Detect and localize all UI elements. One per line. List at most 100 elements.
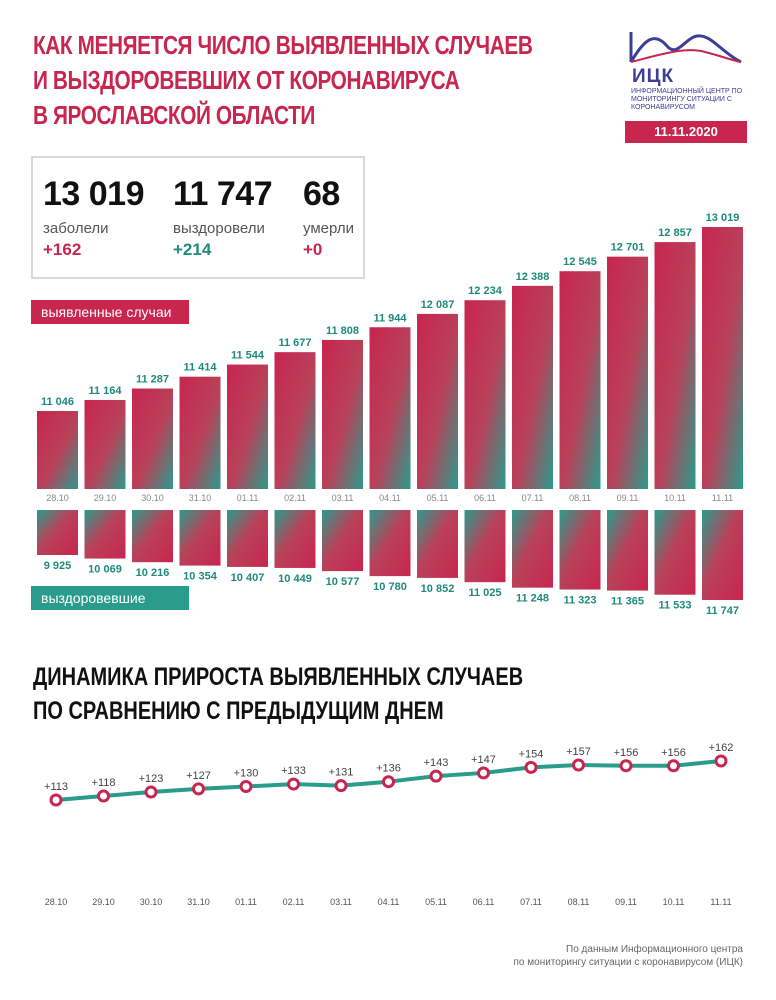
bar-date-label: 30.10 <box>141 493 164 503</box>
line-point <box>144 785 158 799</box>
bar-date-label: 03.11 <box>332 493 354 503</box>
line-point-label: +131 <box>329 767 354 779</box>
bar-cases-04.11 <box>369 327 411 489</box>
stat-recovered-label: выздоровели <box>173 220 265 237</box>
line-date-label: 02.11 <box>283 897 305 907</box>
stat-died-delta: +0 <box>303 240 323 259</box>
bar-date-label: 01.11 <box>237 493 259 503</box>
bar-cases-01.11 <box>227 364 268 489</box>
line-date-label: 04.11 <box>378 897 400 907</box>
line-chart-title-2: по сравнению с предыдущим днем <box>33 697 444 725</box>
title-line-2: и выздоровевших от коронавируса <box>33 65 460 95</box>
bar-cases-label: 11 046 <box>41 396 74 408</box>
bar-cases-05.11 <box>417 313 458 489</box>
line-chart-title-1: Динамика прироста выявленных случаев <box>33 663 524 691</box>
line-point <box>714 754 728 768</box>
stat-recovered-value: 11 747 <box>173 175 273 213</box>
bar-recovered-label: 10 216 <box>136 567 170 579</box>
bar-cases-label: 12 388 <box>516 271 550 283</box>
bar-cases-label: 12 701 <box>611 242 645 254</box>
line-point <box>49 793 63 807</box>
line-point <box>429 769 443 783</box>
bar-date-label: 07.11 <box>522 493 544 503</box>
bar-cases-label: 11 944 <box>373 312 407 324</box>
bar-recovered-02.11 <box>274 510 316 568</box>
date-badge: 11.11.2020 <box>625 121 747 143</box>
bar-cases-label: 12 087 <box>421 299 455 311</box>
bar-date-label: 31.10 <box>189 493 212 503</box>
line-point-label: +157 <box>566 746 591 758</box>
bar-cases-label: 11 808 <box>326 325 359 337</box>
line-date-label: 07.11 <box>520 897 542 907</box>
bar-cases-02.11 <box>274 352 316 489</box>
stat-died-label: умерли <box>303 220 354 237</box>
line-date-label: 10.11 <box>663 897 685 907</box>
line-point-label: +127 <box>186 770 211 782</box>
bar-date-label: 09.11 <box>617 493 639 503</box>
line-date-label: 06.11 <box>473 897 495 907</box>
line-date-label: 03.11 <box>330 897 352 907</box>
line-date-label: 01.11 <box>235 897 257 907</box>
footer-line-1: По данным Информационного центра <box>566 944 743 955</box>
line-point-label: +143 <box>424 757 449 769</box>
bar-recovered-31.10 <box>179 510 221 566</box>
stats-box: 13 019 заболели +162 11 747 выздоровели … <box>31 156 365 279</box>
bar-cases-label: 11 677 <box>278 337 311 349</box>
line-point-label: +147 <box>471 754 496 766</box>
bar-cases-07.11 <box>512 285 553 489</box>
stat-recovered: 11 747 выздоровели +214 <box>173 175 273 260</box>
itsk-logo: ИЦК Информационный центр по мониторингу … <box>625 28 745 111</box>
bar-cases-29.10 <box>84 399 126 489</box>
line-date-label: 11.11 <box>710 897 731 907</box>
legend-cases: выявленные случаи <box>31 300 189 324</box>
line-point-label: +118 <box>92 777 116 789</box>
bar-cases-08.11 <box>559 271 601 489</box>
bar-recovered-07.11 <box>512 510 553 588</box>
line-point <box>667 759 680 773</box>
bar-cases-label: 11 544 <box>231 350 265 362</box>
bar-cases-label: 13 019 <box>706 212 740 224</box>
bar-recovered-label: 10 780 <box>373 581 407 593</box>
bar-recovered-label: 10 449 <box>278 573 312 585</box>
line-point <box>572 758 585 772</box>
bar-cases-28.10 <box>37 411 78 489</box>
line-point <box>619 759 633 773</box>
footer-source: По данным Информационного центра по мони… <box>514 943 744 969</box>
bar-cases-label: 11 164 <box>88 385 122 397</box>
bar-recovered-label: 10 354 <box>183 571 218 583</box>
bar-recovered-label: 9 925 <box>44 560 72 572</box>
stat-died: 68 умерли +0 <box>303 176 354 260</box>
stat-infected-value: 13 019 <box>43 175 145 213</box>
line-point <box>239 779 253 793</box>
bar-recovered-28.10 <box>37 510 78 555</box>
bar-recovered-label: 11 323 <box>563 595 596 607</box>
line-point-label: +154 <box>519 748 544 760</box>
line-date-label: 30.10 <box>140 897 163 907</box>
line-date-label: 29.10 <box>92 897 115 907</box>
stat-recovered-delta: +214 <box>173 240 212 259</box>
bar-recovered-label: 10 577 <box>326 576 360 588</box>
logo-wave-icon <box>629 32 742 64</box>
bar-recovered-29.10 <box>84 510 126 559</box>
bar-cases-30.10 <box>132 388 173 489</box>
bar-recovered-06.11 <box>464 510 506 583</box>
line-date-label: 05.11 <box>425 897 447 907</box>
line-point-label: +136 <box>376 763 401 775</box>
line-date-label: 08.11 <box>568 897 590 907</box>
line-point <box>97 789 110 803</box>
bar-recovered-30.10 <box>132 510 173 563</box>
line-point-label: +133 <box>281 765 306 777</box>
line-point-label: +113 <box>44 781 68 793</box>
bar-recovered-08.11 <box>559 510 601 590</box>
line-point-label: +162 <box>709 742 734 754</box>
bar-cases-11.11 <box>702 227 743 489</box>
bar-cases-10.11 <box>654 242 696 489</box>
stat-infected: 13 019 заболели +162 <box>43 175 145 260</box>
stat-infected-delta: +162 <box>43 240 82 259</box>
footer-line-2: по мониторингу ситуации с коронавирусом … <box>513 957 744 968</box>
page-title: Как меняется число выявленных случаев и … <box>33 28 533 133</box>
line-point-label: +156 <box>614 747 639 759</box>
bar-recovered-label: 10 069 <box>88 564 122 576</box>
legend-recovered: выздоровевшие <box>31 586 189 610</box>
stat-infected-label: заболели <box>43 220 109 237</box>
